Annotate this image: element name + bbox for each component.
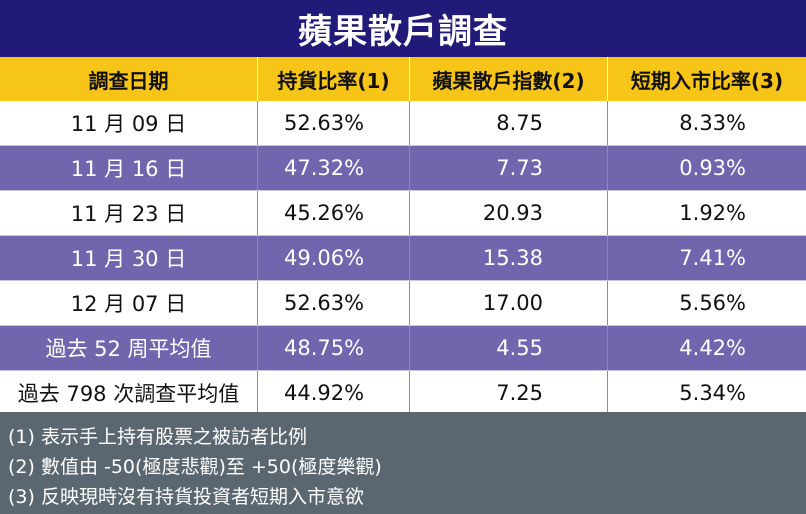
cell-entry: 5.34% <box>679 381 746 405</box>
footnotes: (1) 表示手上持有股票之被訪者比例 (2) 數值由 -50(極度悲觀)至 +5… <box>0 412 806 514</box>
cell-index: 15.38 <box>410 236 608 280</box>
cell-entry: 1.92% <box>679 201 746 225</box>
table-header: 調查日期 持貨比率(1) 蘋果散戶指數(2) 短期入市比率(3) <box>0 57 806 101</box>
cell-date: 11 月 30 日 <box>0 236 258 280</box>
header-entry-ratio: 短期入市比率(3) <box>630 68 784 93</box>
cell-date: 11 月 09 日 <box>0 101 258 145</box>
cell-holding: 52.63% <box>258 101 410 145</box>
cell-index: 4.55 <box>410 326 608 370</box>
table-title: 蘋果散戶調查 <box>0 0 806 57</box>
cell-entry: 4.42% <box>679 336 746 360</box>
cell-index: 7.73 <box>410 146 608 190</box>
cell-date: 12 月 07 日 <box>0 281 258 325</box>
footnote-1: (1) 表示手上持有股票之被訪者比例 <box>8 426 307 448</box>
header-date: 調查日期 <box>0 57 258 101</box>
cell-date: 過去 52 周平均值 <box>0 326 258 370</box>
cell-date: 過去 798 次調查平均值 <box>0 371 258 415</box>
footnote-3: (3) 反映現時沒有持貨投資者短期入市意欲 <box>8 486 364 508</box>
cell-holding: 52.63% <box>258 281 410 325</box>
table-row: 過去 52 周平均值 48.75% 4.55 4.42% <box>0 325 806 370</box>
table-row: 11 月 16 日 47.32% 7.73 0.93% <box>0 145 806 190</box>
cell-holding: 48.75% <box>258 326 410 370</box>
cell-index: 7.25 <box>410 371 608 415</box>
cell-entry: 7.41% <box>679 246 746 270</box>
cell-index: 8.75 <box>410 101 608 145</box>
header-retail-index: 蘋果散戶指數(2) <box>410 57 608 101</box>
cell-holding: 47.32% <box>258 146 410 190</box>
cell-holding: 45.26% <box>258 191 410 235</box>
footnote-2: (2) 數值由 -50(極度悲觀)至 +50(極度樂觀) <box>8 456 382 478</box>
table-row: 11 月 09 日 52.63% 8.75 8.33% <box>0 101 806 145</box>
table-row: 11 月 23 日 45.26% 20.93 1.92% <box>0 190 806 235</box>
cell-date: 11 月 23 日 <box>0 191 258 235</box>
table-row: 11 月 30 日 49.06% 15.38 7.41% <box>0 235 806 280</box>
cell-holding: 49.06% <box>258 236 410 280</box>
cell-entry: 5.56% <box>679 291 746 315</box>
cell-index: 20.93 <box>410 191 608 235</box>
cell-entry: 0.93% <box>679 156 746 180</box>
table-row: 過去 798 次調查平均值 44.92% 7.25 5.34% <box>0 370 806 415</box>
cell-holding: 44.92% <box>258 371 410 415</box>
table-body: 11 月 09 日 52.63% 8.75 8.33% 11 月 16 日 47… <box>0 101 806 415</box>
cell-entry: 8.33% <box>679 111 746 135</box>
cell-date: 11 月 16 日 <box>0 146 258 190</box>
table-row: 12 月 07 日 52.63% 17.00 5.56% <box>0 280 806 325</box>
header-holding-ratio: 持貨比率(1) <box>258 57 410 101</box>
cell-index: 17.00 <box>410 281 608 325</box>
